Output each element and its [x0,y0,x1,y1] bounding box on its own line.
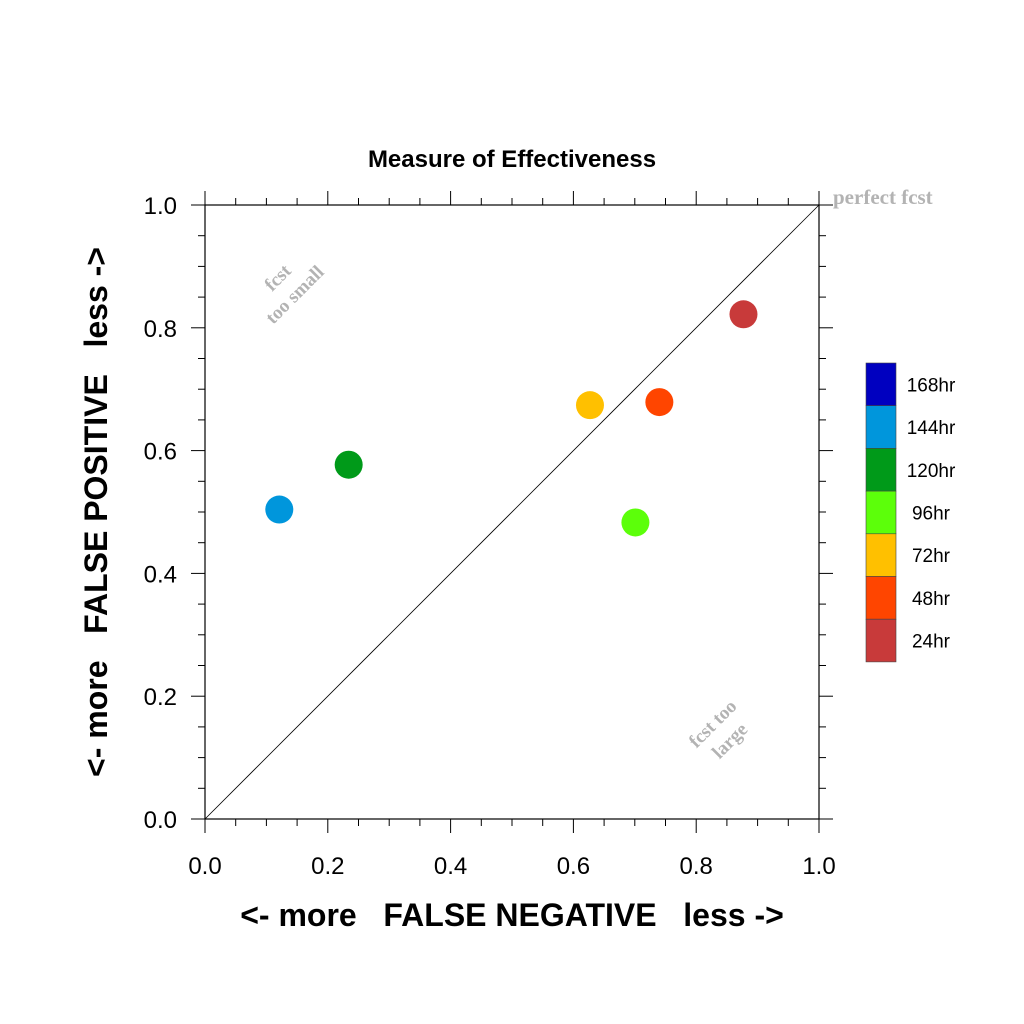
data-point-120hr [334,450,363,479]
y-tick-label: 1.0 [144,193,177,220]
x-axis-label: <- more FALSE NEGATIVE less -> [240,897,784,933]
legend-label: 24hr [912,632,951,653]
legend-label: 48hr [912,589,951,610]
legend-swatch-120hr [865,448,897,492]
x-tick-label: 0.4 [434,853,467,880]
legend-swatch-72hr [865,533,897,577]
legend: 168hr 144hr 120hr 96hr 72hr 48hr 24hr [865,362,956,663]
y-tick-label: 0.8 [144,316,177,343]
x-tick-label: 0.2 [311,853,344,880]
x-tick-label: 0.8 [680,853,713,880]
x-tick-label: 0.0 [188,853,221,880]
legend-swatch-96hr [865,490,897,535]
data-point-144hr [265,495,294,524]
x-tick-label: 1.0 [802,853,835,880]
plot-area [191,191,833,833]
y-tick-label: 0.2 [144,684,177,711]
legend-label: 72hr [912,546,951,567]
y-tick-label: 0.6 [144,439,177,466]
x-tick-labels: 0.0 0.2 0.4 0.6 0.8 1.0 [188,853,835,880]
legend-swatch-48hr [865,576,897,620]
annotation-forecast-too-small: fcst too small [261,260,329,328]
chart-title: Measure of Effectiveness [368,146,656,173]
y-tick-label: 0.4 [144,561,177,588]
data-point-24hr [729,300,758,329]
data-point-96hr [621,508,650,537]
y-tick-label: 0.0 [144,807,177,834]
y-axis-label: <- more FALSE POSITIVE less -> [78,247,114,777]
legend-swatch-144hr [865,405,897,449]
axis-ticks [191,191,833,833]
data-points [265,300,758,537]
legend-label: 144hr [907,418,956,439]
perfect-forecast-line [204,204,820,820]
legend-label: 168hr [907,375,956,396]
annotation-perfect-forecast: perfect fcst [833,185,933,209]
legend-label: 120hr [907,461,956,482]
data-point-72hr [575,391,604,420]
annotation-forecast-too-large: fcst too large [685,696,752,763]
y-tick-labels: 0.0 0.2 0.4 0.6 0.8 1.0 [144,193,177,834]
x-tick-label: 0.6 [557,853,590,880]
legend-label: 96hr [912,503,951,524]
legend-swatch-24hr [865,618,897,663]
legend-swatch-168hr [865,362,897,407]
data-point-48hr [645,388,674,417]
